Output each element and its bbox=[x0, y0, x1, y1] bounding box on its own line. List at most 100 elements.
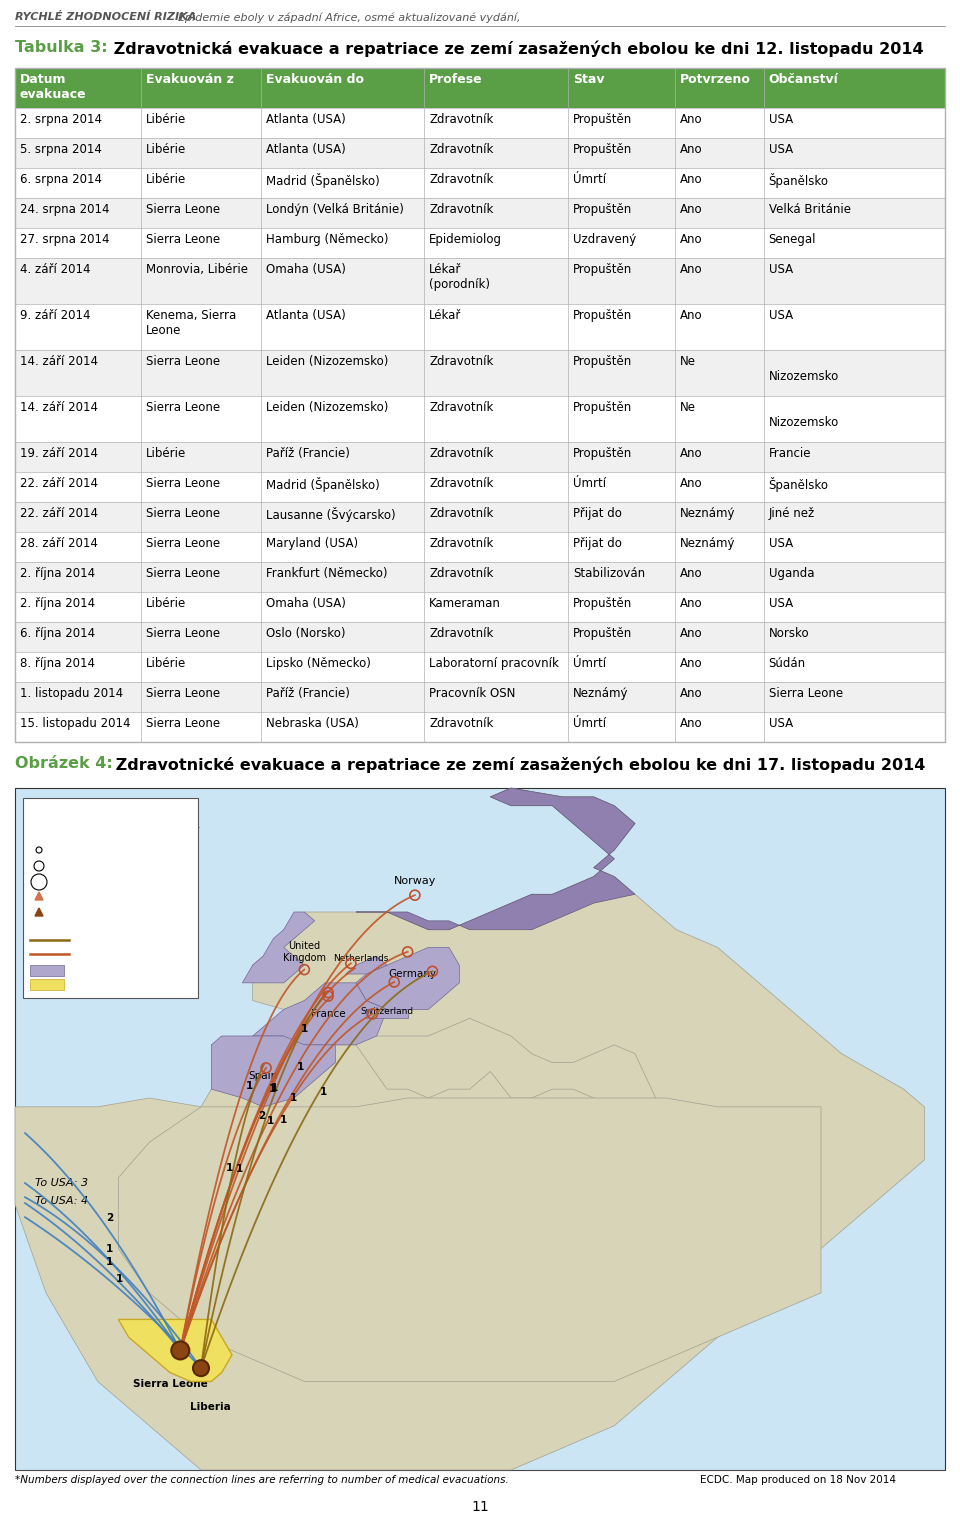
Bar bbox=[30, 965, 64, 975]
Text: Omaha (USA): Omaha (USA) bbox=[267, 598, 347, 610]
Text: Neznámý: Neznámý bbox=[681, 507, 735, 520]
Text: Epidemie eboly v západní Africe, osmé aktualizované vydání,: Epidemie eboly v západní Africe, osmé ak… bbox=[178, 12, 520, 23]
Text: Medical evacuations: Medical evacuations bbox=[30, 809, 165, 821]
Bar bbox=[15, 787, 945, 1470]
Text: Ano: Ano bbox=[681, 112, 703, 126]
Text: 5: 5 bbox=[53, 859, 60, 869]
Polygon shape bbox=[211, 1036, 335, 1107]
Polygon shape bbox=[118, 1098, 821, 1382]
Text: Zdravotník: Zdravotník bbox=[429, 627, 493, 640]
Text: Kameraman: Kameraman bbox=[429, 598, 501, 610]
Text: Sierra Leone: Sierra Leone bbox=[146, 627, 220, 640]
Text: Potvrzeno: Potvrzeno bbox=[681, 73, 751, 86]
Text: 1: 1 bbox=[227, 1164, 233, 1173]
Text: Ano: Ano bbox=[681, 476, 703, 490]
Polygon shape bbox=[15, 787, 924, 1470]
Text: Evacuated to: Evacuated to bbox=[71, 965, 139, 975]
Text: RYCHLÉ ZHODNOCENÍ RIZIKA: RYCHLÉ ZHODNOCENÍ RIZIKA bbox=[15, 12, 197, 23]
Text: Zdravotník: Zdravotník bbox=[429, 476, 493, 490]
Text: 14. září 2014: 14. září 2014 bbox=[20, 400, 98, 414]
Text: Libérie: Libérie bbox=[146, 143, 186, 156]
Text: Zdravotník: Zdravotník bbox=[429, 203, 493, 215]
Text: Profese: Profese bbox=[429, 73, 483, 86]
Text: Switzerland: Switzerland bbox=[360, 1007, 414, 1016]
Text: Neznámý: Neznámý bbox=[573, 687, 629, 699]
Text: Sierra Leone: Sierra Leone bbox=[146, 687, 220, 699]
Text: 5. srpna 2014: 5. srpna 2014 bbox=[20, 143, 102, 156]
Text: Ano: Ano bbox=[681, 627, 703, 640]
Text: Leiden (Nizozemsko): Leiden (Nizozemsko) bbox=[267, 400, 389, 414]
Text: Number of evacuations by country: Number of evacuations by country bbox=[30, 825, 200, 834]
Polygon shape bbox=[356, 787, 635, 930]
Text: Stabilizován: Stabilizován bbox=[573, 567, 645, 579]
Text: Sierra Leone: Sierra Leone bbox=[132, 1379, 207, 1390]
Polygon shape bbox=[118, 1320, 232, 1382]
Text: USA: USA bbox=[769, 112, 793, 126]
Text: Tabulka 3:: Tabulka 3: bbox=[15, 39, 108, 55]
Text: Netherlands: Netherlands bbox=[333, 954, 389, 963]
Text: Ano: Ano bbox=[681, 173, 703, 187]
Bar bbox=[15, 108, 945, 138]
Text: Ano: Ano bbox=[681, 234, 703, 246]
Polygon shape bbox=[242, 912, 315, 983]
Text: Senegal: Senegal bbox=[769, 234, 816, 246]
Text: Propuštěn: Propuštěn bbox=[573, 627, 633, 640]
Bar bbox=[15, 350, 945, 396]
Text: Zdravotník: Zdravotník bbox=[429, 400, 493, 414]
Text: Španělsko: Španělsko bbox=[769, 476, 828, 492]
Text: Nebraska (USA): Nebraska (USA) bbox=[267, 718, 359, 730]
Text: Zdravotník: Zdravotník bbox=[429, 567, 493, 579]
Bar bbox=[15, 622, 945, 652]
Text: Nizozemsko: Nizozemsko bbox=[769, 400, 839, 429]
Bar bbox=[15, 303, 945, 350]
Text: 1: 1 bbox=[53, 843, 60, 853]
Text: Propuštěn: Propuštěn bbox=[573, 448, 633, 460]
Text: Zdravotník: Zdravotník bbox=[429, 143, 493, 156]
Text: Sierra Leone: Sierra Leone bbox=[146, 203, 220, 215]
Text: 1: 1 bbox=[297, 1062, 304, 1073]
Text: Přijat do: Přijat do bbox=[573, 537, 622, 551]
Text: 1: 1 bbox=[106, 1244, 113, 1255]
Text: Velká Británie: Velká Británie bbox=[769, 203, 851, 215]
Text: Madrid (Španělsko): Madrid (Španělsko) bbox=[267, 173, 380, 188]
Text: Oslo (Norsko): Oslo (Norsko) bbox=[267, 627, 346, 640]
Text: Zdravotník: Zdravotník bbox=[429, 718, 493, 730]
Text: Sierra Leone: Sierra Leone bbox=[75, 950, 140, 959]
Text: Úmrtí: Úmrtí bbox=[573, 718, 607, 730]
Text: 11: 11 bbox=[471, 1500, 489, 1514]
Text: Sierra Leone: Sierra Leone bbox=[146, 567, 220, 579]
Text: Úmrtí: Úmrtí bbox=[573, 657, 607, 671]
Text: Liberia: Liberia bbox=[75, 934, 110, 945]
Text: Libérie: Libérie bbox=[146, 657, 186, 671]
Text: Zdravotník: Zdravotník bbox=[429, 355, 493, 369]
Text: 4. září 2014: 4. září 2014 bbox=[20, 262, 90, 276]
Text: 19. září 2014: 19. září 2014 bbox=[20, 448, 98, 460]
Bar bbox=[15, 472, 945, 502]
Text: Paříž (Francie): Paříž (Francie) bbox=[267, 448, 350, 460]
Text: Propuštěn: Propuštěn bbox=[573, 309, 633, 322]
Text: 1: 1 bbox=[290, 1094, 298, 1103]
Text: Ano: Ano bbox=[681, 718, 703, 730]
Text: 6. srpna 2014: 6. srpna 2014 bbox=[20, 173, 102, 187]
Bar bbox=[15, 168, 945, 199]
Text: Ano: Ano bbox=[681, 448, 703, 460]
Text: Germany: Germany bbox=[389, 969, 437, 978]
Text: 24. srpna 2014: 24. srpna 2014 bbox=[20, 203, 109, 215]
Text: Zdravotník: Zdravotník bbox=[429, 507, 493, 520]
Text: USA: USA bbox=[769, 598, 793, 610]
Text: Libérie: Libérie bbox=[146, 173, 186, 187]
Text: evacuated to: evacuated to bbox=[51, 892, 119, 903]
Polygon shape bbox=[35, 909, 43, 916]
Text: Ano: Ano bbox=[681, 203, 703, 215]
Text: Úmrtí: Úmrtí bbox=[573, 476, 607, 490]
Text: 15. listopadu 2014: 15. listopadu 2014 bbox=[20, 718, 131, 730]
Text: 1: 1 bbox=[271, 1083, 277, 1094]
Text: Propuštěn: Propuštěn bbox=[573, 598, 633, 610]
Text: Sierra Leone: Sierra Leone bbox=[146, 537, 220, 551]
Bar bbox=[15, 258, 945, 303]
Text: 6. října 2014: 6. října 2014 bbox=[20, 627, 95, 640]
Text: France: France bbox=[311, 1009, 346, 1019]
Text: USA: USA bbox=[769, 262, 793, 276]
Text: Atlanta (USA): Atlanta (USA) bbox=[267, 309, 347, 322]
Bar bbox=[30, 978, 64, 991]
